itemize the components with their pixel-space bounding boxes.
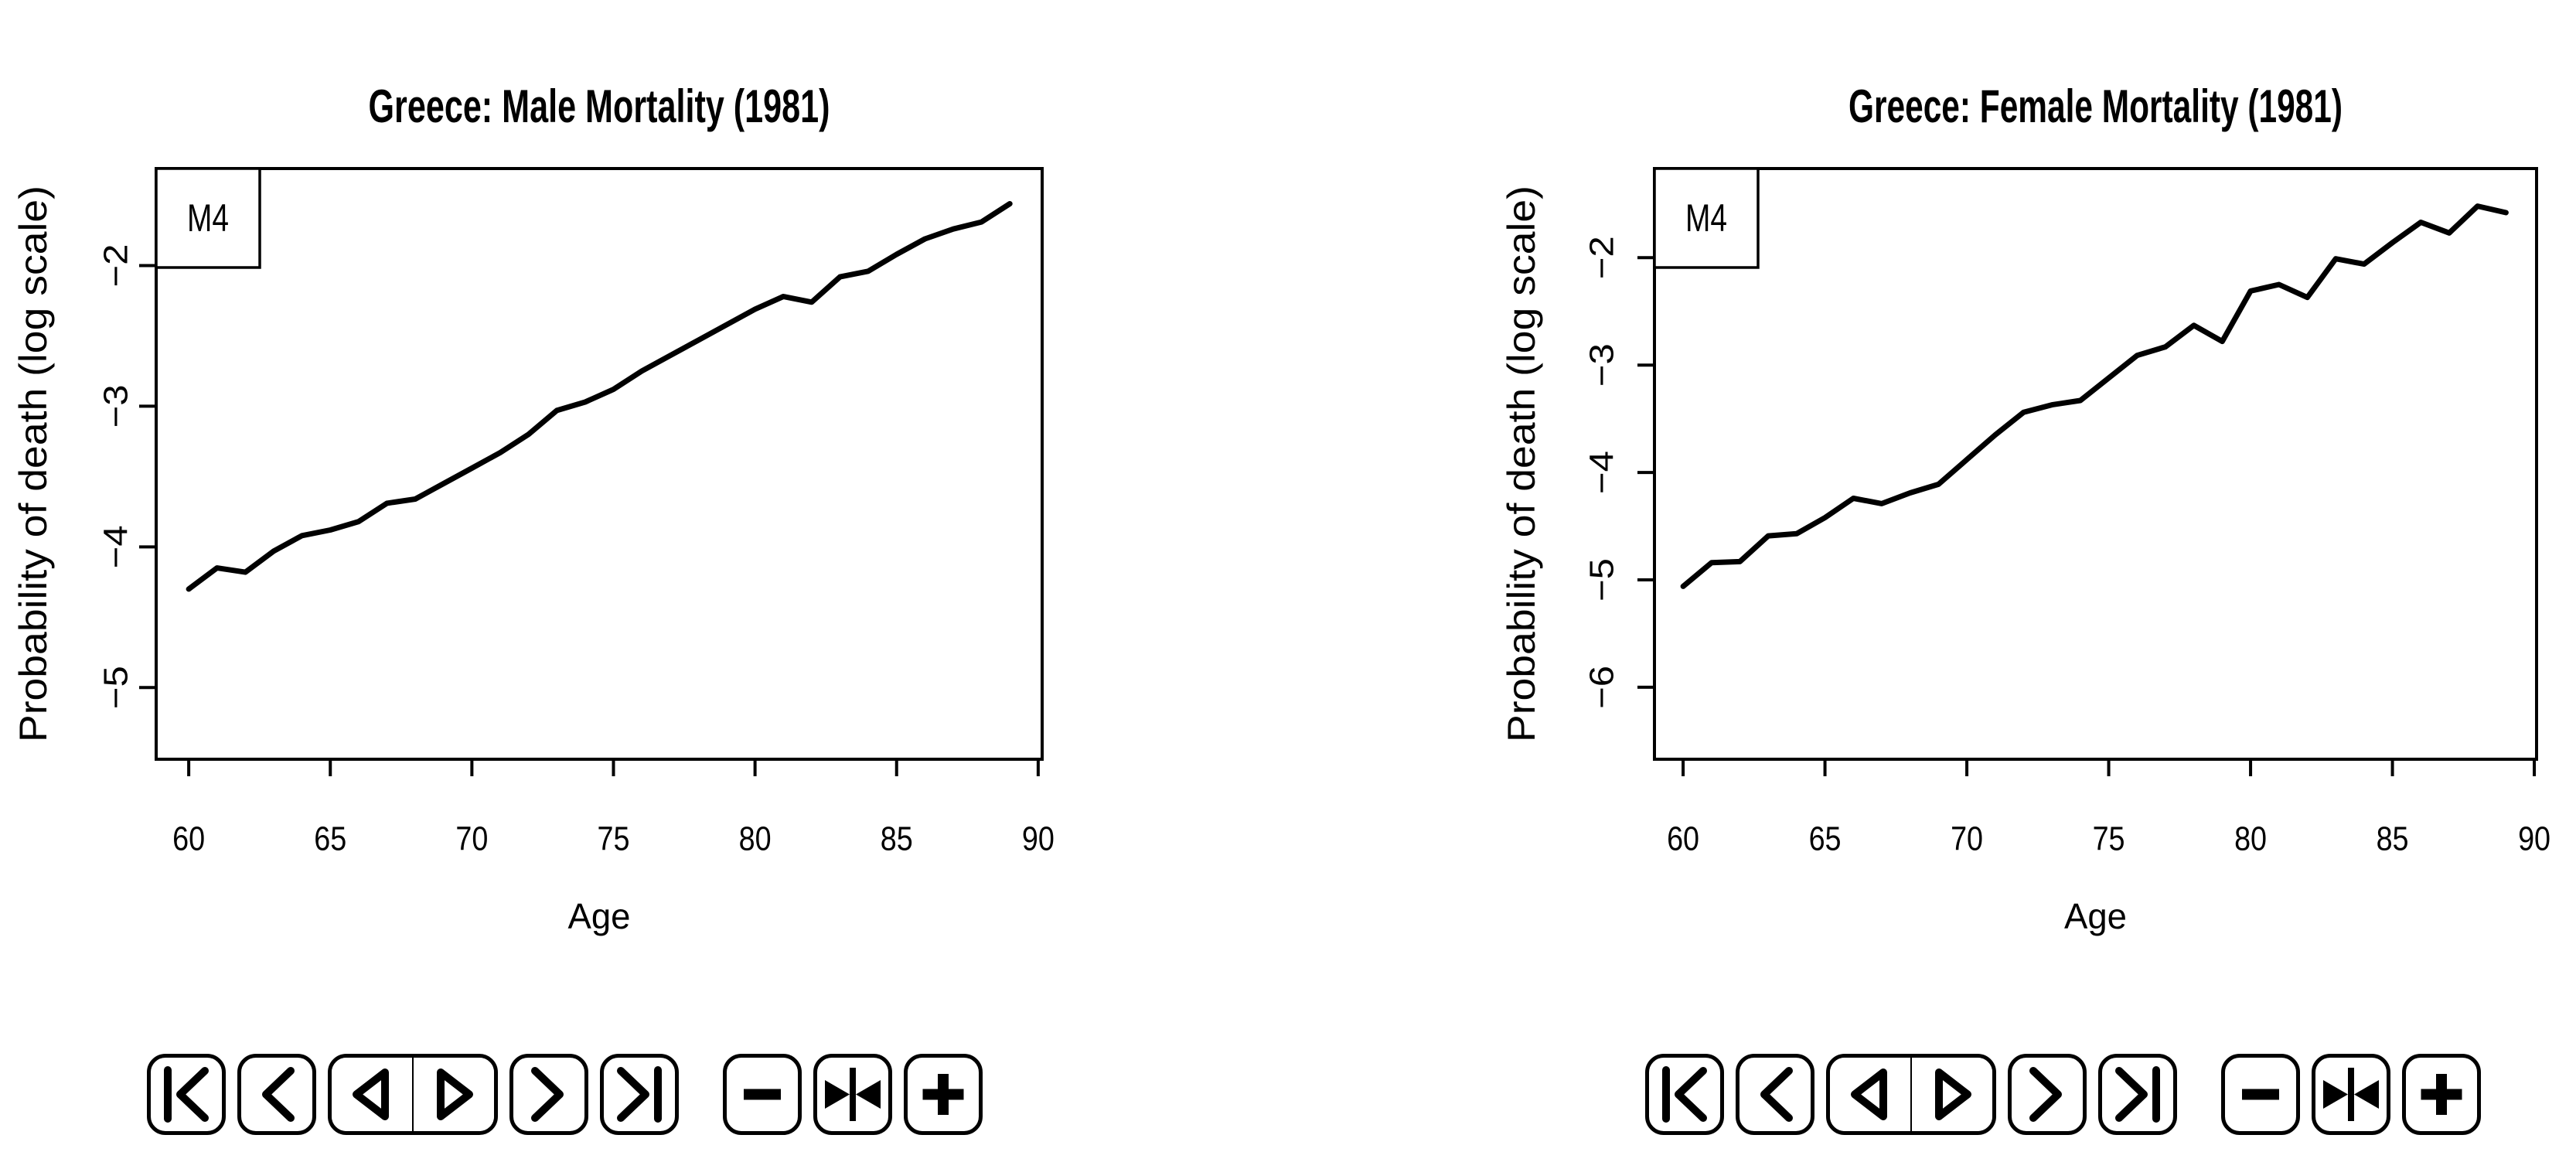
zoom-out-button[interactable] (2221, 1054, 2300, 1135)
zoom-reset-button[interactable] (2312, 1054, 2390, 1135)
female-plot-panel: 60 65 70 75 80 85 90 −2 −3 −4 −5 −6 (1583, 167, 2550, 858)
skip-to-start-icon (164, 1066, 209, 1123)
mortality-curve (1680, 203, 2509, 589)
collapse-horizontal-icon (825, 1068, 881, 1121)
zoom-in-button[interactable] (904, 1054, 983, 1135)
play-controls-button-group (328, 1054, 498, 1135)
y-tick-label: −5 (1583, 558, 1621, 602)
x-tick-label: 70 (455, 820, 488, 858)
right-panel-title: Greece: Female Mortality (1981) (1849, 80, 2343, 132)
plot-frame (155, 167, 1044, 761)
play-forward-button[interactable] (412, 1058, 494, 1131)
zoom-out-button[interactable] (723, 1054, 802, 1135)
step-backward-button[interactable] (237, 1054, 316, 1135)
y-tick-label: −3 (97, 384, 135, 428)
step-forward-button[interactable] (2008, 1054, 2087, 1135)
skip-to-start-icon (1662, 1066, 1707, 1123)
y-tick-label: −3 (1583, 343, 1621, 387)
minus-icon (2242, 1089, 2279, 1100)
y-tick-label: −2 (97, 244, 135, 288)
step-backward-button[interactable] (1736, 1054, 1814, 1135)
right-x-axis-label: Age (2064, 896, 2127, 936)
play-backward-button[interactable] (332, 1058, 412, 1131)
x-tick-label: 70 (1951, 820, 1983, 858)
left-x-axis-label: Age (568, 896, 631, 936)
model-annotation-box (1653, 167, 1760, 269)
minus-icon (744, 1089, 781, 1100)
x-tick-label: 85 (881, 820, 913, 858)
play-backward-icon (1851, 1068, 1887, 1120)
skip-to-end-icon (617, 1066, 662, 1123)
go-to-end-button[interactable] (600, 1054, 679, 1135)
play-backward-icon (353, 1068, 389, 1120)
y-tick-label: −4 (97, 525, 135, 568)
y-tick-label: −4 (1583, 451, 1621, 494)
left-panel-title: Greece: Male Mortality (1981) (369, 80, 830, 132)
left-model-annotation: M4 (187, 196, 229, 240)
right-y-axis-label: Probability of death (log scale) (1500, 186, 1543, 742)
y-tick-label: −5 (97, 666, 135, 709)
x-tick-label: 60 (172, 820, 205, 858)
play-controls-button-group (1826, 1054, 1996, 1135)
play-backward-button[interactable] (1830, 1058, 1910, 1131)
collapse-horizontal-icon (2323, 1068, 2379, 1121)
x-tick-label: 75 (2093, 820, 2125, 858)
play-forward-icon (1935, 1068, 1971, 1120)
zoom-in-button[interactable] (2402, 1054, 2481, 1135)
playback-toolbar-left (147, 1054, 983, 1135)
x-tick-label: 75 (597, 820, 629, 858)
right-model-annotation: M4 (1685, 196, 1727, 240)
skip-to-end-icon (2115, 1066, 2160, 1123)
male-plot-panel: 60 65 70 75 80 85 90 −2 −3 −4 −5 (97, 167, 1055, 858)
x-tick-label: 65 (314, 820, 346, 858)
step-backward-icon (262, 1067, 295, 1122)
x-tick-label: 80 (2234, 820, 2267, 858)
x-tick-label: 65 (1809, 820, 1842, 858)
x-tick-label: 90 (1022, 820, 1055, 858)
y-tick-label: −6 (1583, 666, 1621, 709)
playback-toolbar-right (1645, 1054, 2481, 1135)
mortality-curve (186, 201, 1013, 592)
go-to-end-button[interactable] (2098, 1054, 2177, 1135)
zoom-reset-button[interactable] (813, 1054, 892, 1135)
left-y-axis-label: Probability of death (log scale) (12, 186, 55, 742)
go-to-start-button[interactable] (1645, 1054, 1724, 1135)
step-backward-icon (1760, 1067, 1793, 1122)
step-forward-button[interactable] (509, 1054, 588, 1135)
x-tick-label: 90 (2518, 820, 2550, 858)
model-annotation-box (155, 167, 261, 269)
plot-frame (1653, 167, 2538, 761)
plus-icon (922, 1074, 964, 1115)
y-tick-label: −2 (1583, 236, 1621, 279)
x-tick-label: 60 (1667, 820, 1699, 858)
x-tick-label: 80 (739, 820, 772, 858)
x-tick-label: 85 (2377, 820, 2409, 858)
play-forward-button[interactable] (1910, 1058, 1992, 1131)
play-forward-icon (437, 1068, 473, 1120)
go-to-start-button[interactable] (147, 1054, 226, 1135)
plus-icon (2421, 1074, 2462, 1115)
step-forward-icon (2029, 1067, 2062, 1122)
step-forward-icon (531, 1067, 564, 1122)
